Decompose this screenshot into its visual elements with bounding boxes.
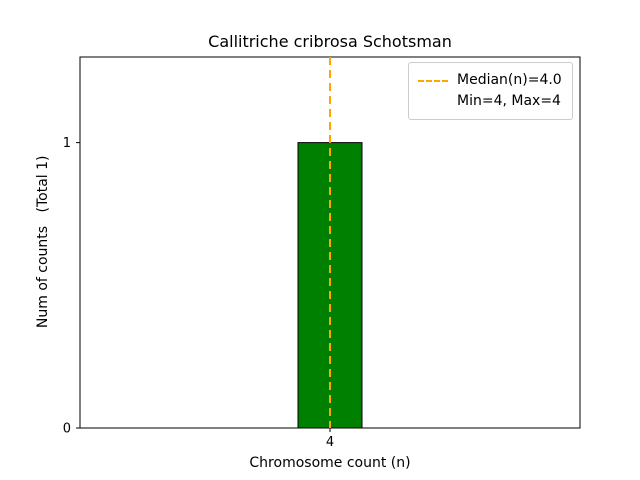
legend-entry-median: Median(n)=4.0 bbox=[418, 70, 562, 91]
median-dashed-line-sample bbox=[418, 79, 448, 82]
legend-label-minmax: Min=4, Max=4 bbox=[457, 93, 561, 109]
y-tick-label-1: 1 bbox=[63, 136, 71, 151]
x-tick-label: 4 bbox=[326, 435, 334, 450]
y-axis-total-label: (Total 1) bbox=[35, 156, 51, 213]
y-axis-label: Num of counts bbox=[35, 226, 51, 328]
y-tick-label-0: 0 bbox=[63, 422, 71, 437]
x-axis-label: Chromosome count (n) bbox=[249, 455, 410, 471]
legend: Median(n)=4.0 Min=4, Max=4 bbox=[408, 62, 573, 120]
chart-title: Callitriche cribrosa Schotsman bbox=[208, 32, 452, 51]
legend-entry-minmax: Min=4, Max=4 bbox=[418, 91, 562, 112]
legend-label-median: Median(n)=4.0 bbox=[457, 72, 562, 88]
